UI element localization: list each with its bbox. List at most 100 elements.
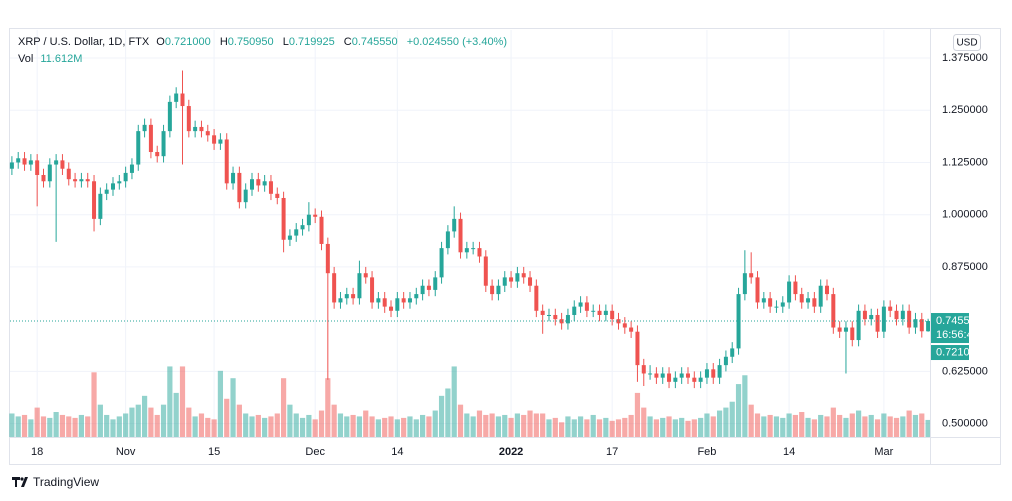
volume-value: 11.612M bbox=[40, 53, 83, 65]
candle-body bbox=[616, 319, 621, 324]
candle-body bbox=[66, 168, 71, 180]
candle-body bbox=[167, 101, 172, 132]
volume-bar bbox=[15, 416, 21, 437]
volume-bar bbox=[698, 417, 704, 437]
candle-body bbox=[477, 248, 482, 257]
candle-body bbox=[313, 214, 318, 217]
symbol-title: XRP / U.S. Dollar, 1D, FTX bbox=[18, 36, 150, 48]
open-price-tag bbox=[931, 345, 969, 361]
candle-body bbox=[629, 327, 634, 332]
candle-body bbox=[439, 248, 444, 278]
volume-bar bbox=[116, 416, 122, 437]
volume-bar bbox=[906, 410, 912, 437]
volume-bar bbox=[401, 417, 407, 437]
candle-body bbox=[565, 314, 570, 324]
volume-bar bbox=[754, 413, 761, 437]
candle-body bbox=[186, 106, 191, 132]
currency-button[interactable] bbox=[953, 34, 981, 51]
x-tick-label: 15 bbox=[208, 446, 220, 458]
candle-body bbox=[806, 298, 811, 303]
volume-bar bbox=[855, 410, 862, 437]
volume-bar bbox=[805, 417, 811, 437]
volume-bar bbox=[274, 413, 280, 437]
candle-body bbox=[471, 248, 476, 250]
candle-body bbox=[294, 229, 299, 236]
volume-bar bbox=[350, 414, 356, 437]
candle-body bbox=[117, 181, 122, 184]
volume-bar bbox=[135, 404, 141, 437]
field-key: C bbox=[343, 36, 352, 48]
candle-body bbox=[881, 306, 886, 332]
candle-body bbox=[641, 365, 646, 374]
candle-body bbox=[275, 193, 280, 198]
volume-bar bbox=[666, 416, 672, 437]
volume-bar bbox=[495, 416, 502, 437]
candle-body bbox=[148, 124, 153, 153]
legend-row: XRP / U.S. Dollar, 1D, FTX O0.721000 H0.… bbox=[18, 34, 513, 51]
candle-body bbox=[129, 164, 134, 173]
volume-bar bbox=[104, 414, 110, 437]
candle-body bbox=[16, 158, 21, 163]
countdown: 16:56:44 bbox=[936, 329, 979, 341]
volume-bar bbox=[476, 410, 483, 437]
field-key: H bbox=[219, 36, 228, 48]
candle-body bbox=[635, 331, 640, 366]
candle-body bbox=[142, 124, 147, 132]
volume-bar bbox=[799, 412, 805, 437]
volume-bar bbox=[919, 413, 925, 437]
volume-bar bbox=[40, 416, 47, 437]
volume-bar bbox=[369, 416, 375, 437]
volume-bar bbox=[590, 414, 596, 437]
candle-body bbox=[742, 273, 747, 295]
volume-bar bbox=[912, 414, 919, 437]
volume-bar bbox=[337, 413, 344, 437]
volume-bar bbox=[761, 416, 767, 437]
legend: XRP / U.S. Dollar, 1D, FTX O0.721000 H0.… bbox=[18, 34, 513, 68]
volume-bar bbox=[508, 417, 514, 437]
volume-bar bbox=[672, 419, 678, 437]
candle-body bbox=[926, 321, 931, 332]
volume-bar bbox=[584, 419, 590, 437]
candle-body bbox=[698, 377, 703, 382]
candle-body bbox=[723, 356, 728, 366]
volume-bar bbox=[306, 414, 312, 437]
volume-bar bbox=[426, 416, 432, 437]
volume-bar bbox=[470, 416, 476, 437]
volume-bar bbox=[925, 419, 931, 437]
field-value: 0.721000 bbox=[164, 36, 211, 48]
candle-body bbox=[420, 285, 425, 295]
candle-body bbox=[787, 281, 792, 303]
candle-body bbox=[452, 218, 457, 232]
candle-body bbox=[370, 277, 375, 303]
candle-body bbox=[79, 179, 84, 182]
volume-bar bbox=[375, 419, 381, 437]
field-value: 0.745550 bbox=[351, 36, 398, 48]
volume-bar bbox=[110, 419, 116, 437]
volume-bar bbox=[868, 414, 874, 437]
currency-label[interactable]: USD bbox=[956, 38, 977, 49]
candle-body bbox=[174, 93, 179, 102]
candle-body bbox=[22, 158, 27, 165]
candle-body bbox=[559, 319, 564, 324]
volume-bar bbox=[363, 410, 369, 437]
volume-bar bbox=[571, 419, 577, 437]
volume-bar bbox=[457, 404, 464, 437]
candle-body bbox=[509, 277, 514, 282]
candle-body bbox=[534, 285, 539, 311]
volume-bar bbox=[780, 417, 786, 437]
candle-body bbox=[755, 277, 760, 303]
volume-bar bbox=[552, 417, 558, 437]
volume-bar bbox=[356, 416, 363, 437]
candle-body bbox=[572, 306, 577, 315]
volume-bar bbox=[72, 417, 78, 437]
candle-body bbox=[231, 172, 236, 184]
volume-bar bbox=[432, 410, 438, 437]
candle-body bbox=[60, 160, 65, 169]
candle-body bbox=[401, 298, 406, 303]
volume-bar bbox=[148, 407, 154, 437]
candle-body bbox=[673, 377, 678, 382]
volume-bar bbox=[691, 419, 697, 437]
x-tick-label: 18 bbox=[31, 446, 43, 458]
field-value: 0.719925 bbox=[288, 36, 335, 48]
